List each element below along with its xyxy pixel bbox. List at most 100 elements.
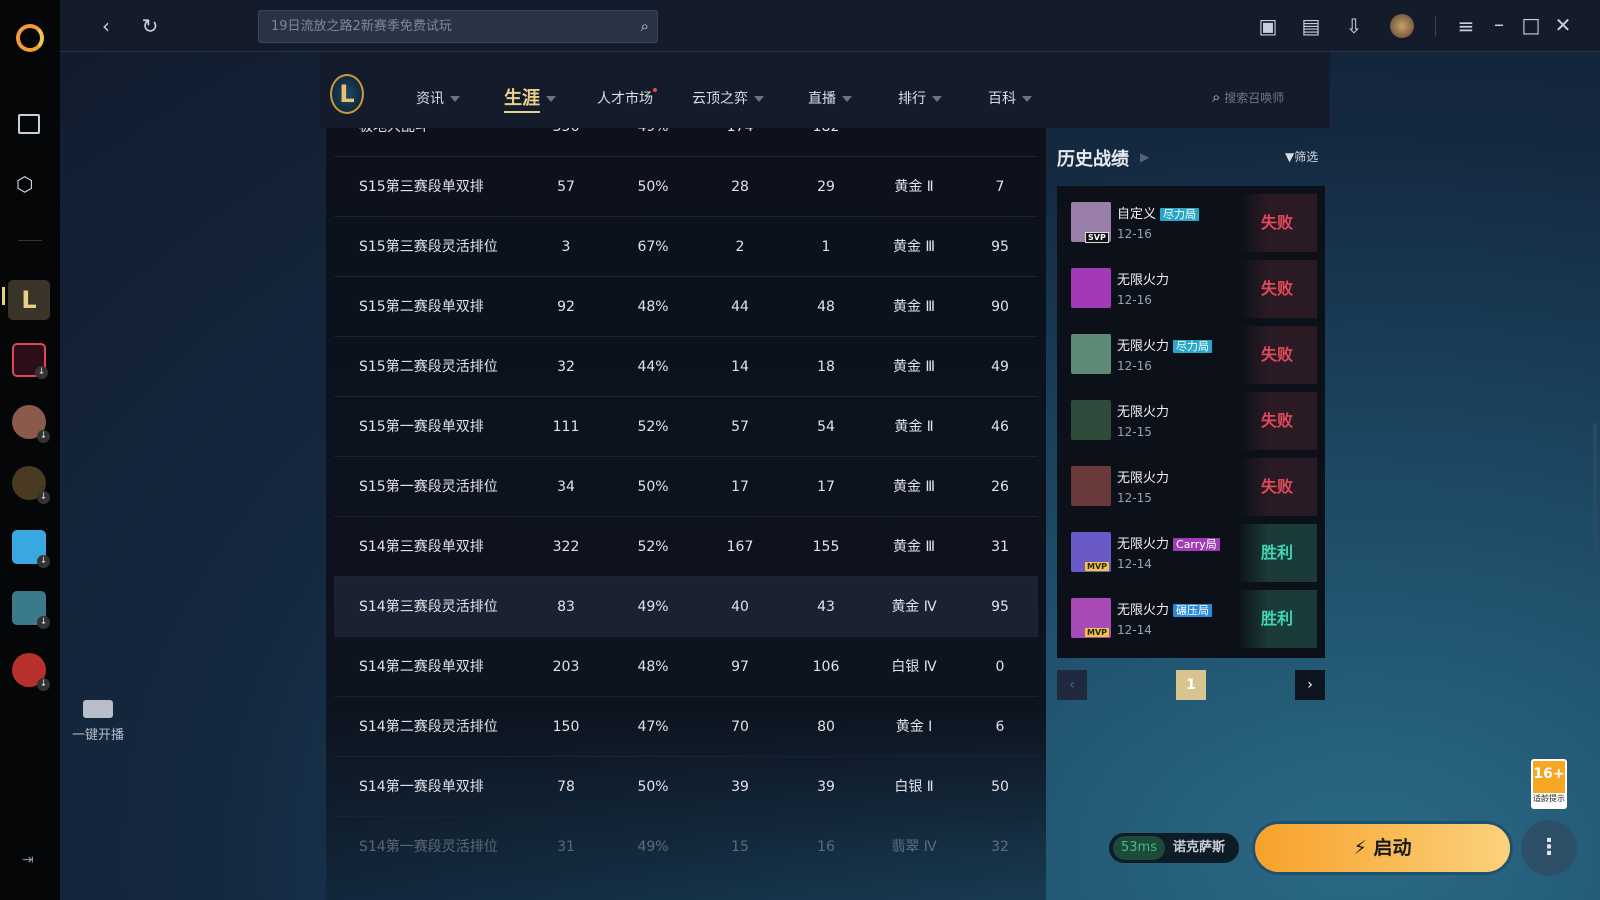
match-result: 失败 xyxy=(1237,458,1317,516)
launch-label: 启动 xyxy=(1373,837,1412,859)
match-result: 失败 xyxy=(1237,326,1317,384)
match-history-list: SVP 自定义 尽力局 12-16 失败 无限火力 12-16 失败 无限火力 尽力局 12-16 失… xyxy=(1057,186,1325,658)
champion-avatar xyxy=(1071,400,1111,440)
points-cell: 6 xyxy=(995,719,1005,735)
summoner-search-input[interactable]: ⌕ 搜索召唤师 xyxy=(1212,88,1284,106)
bilibili-icon[interactable]: ▣ xyxy=(1258,14,1278,38)
menu-icon[interactable]: ≡ xyxy=(1457,14,1475,38)
match-card[interactable]: 无限火力 12-15 失败 xyxy=(1069,458,1317,516)
more-options-button[interactable]: ⋮ xyxy=(1521,820,1577,876)
match-card[interactable]: MVP 无限火力 Carry局 12-14 胜利 xyxy=(1069,524,1317,582)
points-cell: -- xyxy=(995,128,1005,157)
points-cell: 49 xyxy=(991,359,1009,375)
page-1-button[interactable]: 1 xyxy=(1176,670,1206,700)
nav-wiki[interactable]: 百科 xyxy=(988,88,1032,108)
message-icon[interactable]: ▤ xyxy=(1301,14,1321,38)
history-title[interactable]: 历史战绩 xyxy=(1057,149,1129,170)
chevron-down-icon xyxy=(450,96,460,102)
download-icon: ↓ xyxy=(37,491,50,504)
refresh-icon[interactable]: ↻ xyxy=(141,14,159,38)
nav-live[interactable]: 直播 xyxy=(808,88,852,108)
points-cell: 32 xyxy=(991,839,1009,855)
collapse-sidebar-icon[interactable]: ⇥ xyxy=(22,852,34,868)
games-cell: 78 xyxy=(557,779,575,795)
game-icon-4[interactable]: ↓ xyxy=(12,466,50,504)
download-icon[interactable]: ⇩ xyxy=(1345,14,1363,38)
wins-cell: 40 xyxy=(731,599,749,615)
table-row: S15第二赛段单双排 92 48% 44 48 黄金 Ⅲ 90 xyxy=(334,277,1038,337)
match-result: 失败 xyxy=(1237,260,1317,318)
game-icon-7[interactable]: ↓ xyxy=(12,653,50,691)
svp-badge: SVP xyxy=(1085,232,1109,243)
win-rate-cell: 44% xyxy=(637,359,669,375)
nav-career[interactable]: 生涯 xyxy=(504,84,556,113)
games-cell: 31 xyxy=(557,839,575,855)
match-card[interactable]: 无限火力 12-15 失败 xyxy=(1069,392,1317,450)
search-icon[interactable]: ⌕ xyxy=(640,17,649,35)
app-logo[interactable] xyxy=(16,24,44,52)
nav-ranking[interactable]: 排行 xyxy=(898,88,942,108)
win-rate-cell: 52% xyxy=(637,419,669,435)
scrollbar[interactable] xyxy=(1593,423,1597,556)
launch-button[interactable]: ⚡ 启动 xyxy=(1252,821,1513,875)
nav-talent-market[interactable]: 人才市场 xyxy=(597,88,657,108)
game-icon-5[interactable]: ↓ xyxy=(12,530,50,568)
server-selector[interactable]: 53ms 诺克萨斯 xyxy=(1109,833,1239,863)
global-search-input[interactable]: 19日流放之路2新赛季免费试玩 ⌕ xyxy=(258,10,658,43)
game-icon[interactable]: ⬡ xyxy=(16,172,34,196)
mode-name-cell: S15第三赛段单双排 xyxy=(359,179,484,195)
nav-tft[interactable]: 云顶之弈 xyxy=(692,88,764,108)
top-bar: ‹ ↻ 19日流放之路2新赛季免费试玩 ⌕ ▣ ▤ ⇩ ≡ – □ ✕ xyxy=(60,0,1600,52)
win-rate-cell: 49% xyxy=(637,599,669,615)
search-placeholder: 19日流放之路2新赛季免费试玩 xyxy=(271,19,452,34)
losses-cell: 18 xyxy=(817,359,835,375)
store-icon[interactable] xyxy=(18,114,40,134)
match-card[interactable]: 无限火力 12-16 失败 xyxy=(1069,260,1317,318)
prev-page-button[interactable]: ‹ xyxy=(1057,670,1087,700)
win-rate-cell: 52% xyxy=(637,539,669,555)
user-avatar[interactable] xyxy=(1390,14,1414,38)
losses-cell: 29 xyxy=(817,179,835,195)
close-icon[interactable]: ✕ xyxy=(1554,13,1572,37)
win-rate-cell: 47% xyxy=(637,719,669,735)
maximize-icon[interactable]: □ xyxy=(1521,13,1541,37)
match-card[interactable]: SVP 自定义 尽力局 12-16 失败 xyxy=(1069,194,1317,252)
lol-logo[interactable]: L xyxy=(330,74,364,114)
valorant-game-icon[interactable]: ↓ xyxy=(12,343,48,379)
losses-cell: 1 xyxy=(821,239,831,255)
minimize-icon[interactable]: – xyxy=(1494,12,1504,36)
points-cell: 90 xyxy=(991,299,1009,315)
wins-cell: 39 xyxy=(731,779,749,795)
champion-avatar xyxy=(1071,334,1111,374)
table-row: S14第二赛段单双排 203 48% 97 106 白银 Ⅳ 0 xyxy=(334,637,1038,697)
game-icon-3[interactable]: ↓ xyxy=(12,405,50,443)
lol-game-icon[interactable]: L xyxy=(8,280,50,320)
table-row: S15第一赛段灵活排位 34 50% 17 17 黄金 Ⅲ 26 xyxy=(334,457,1038,517)
match-date: 12-16 xyxy=(1117,359,1152,373)
losses-cell: 54 xyxy=(817,419,835,435)
losses-cell: 16 xyxy=(817,839,835,855)
active-indicator xyxy=(2,287,5,305)
download-icon: ↓ xyxy=(37,430,50,443)
download-icon: ↓ xyxy=(37,555,50,568)
table-row: S14第三赛段单双排 322 52% 167 155 黄金 Ⅲ 31 xyxy=(334,517,1038,577)
champion-avatar xyxy=(1071,268,1111,308)
wins-cell: 2 xyxy=(735,239,745,255)
games-cell: 83 xyxy=(557,599,575,615)
points-cell: 50 xyxy=(991,779,1009,795)
win-rate-cell: 48% xyxy=(637,299,669,315)
win-rate-cell: 50% xyxy=(637,779,669,795)
performance-tag: Carry局 xyxy=(1173,538,1220,551)
match-result: 失败 xyxy=(1237,194,1317,252)
back-icon[interactable]: ‹ xyxy=(102,14,110,38)
game-icon-6[interactable]: ↓ xyxy=(12,591,50,629)
match-card[interactable]: 无限火力 尽力局 12-16 失败 xyxy=(1069,326,1317,384)
filter-button[interactable]: ▼筛选 xyxy=(1285,148,1318,165)
game-mode: 无限火力 xyxy=(1117,405,1170,420)
live-stream-button[interactable]: 一键开播 xyxy=(68,700,128,743)
nav-news[interactable]: 资讯 xyxy=(416,88,460,108)
chevron-right-icon[interactable]: ▶ xyxy=(1140,150,1150,164)
next-page-button[interactable]: › xyxy=(1295,670,1325,700)
match-card[interactable]: MVP 无限火力 碾压局 12-14 胜利 xyxy=(1069,590,1317,648)
download-icon: ↓ xyxy=(37,616,50,629)
